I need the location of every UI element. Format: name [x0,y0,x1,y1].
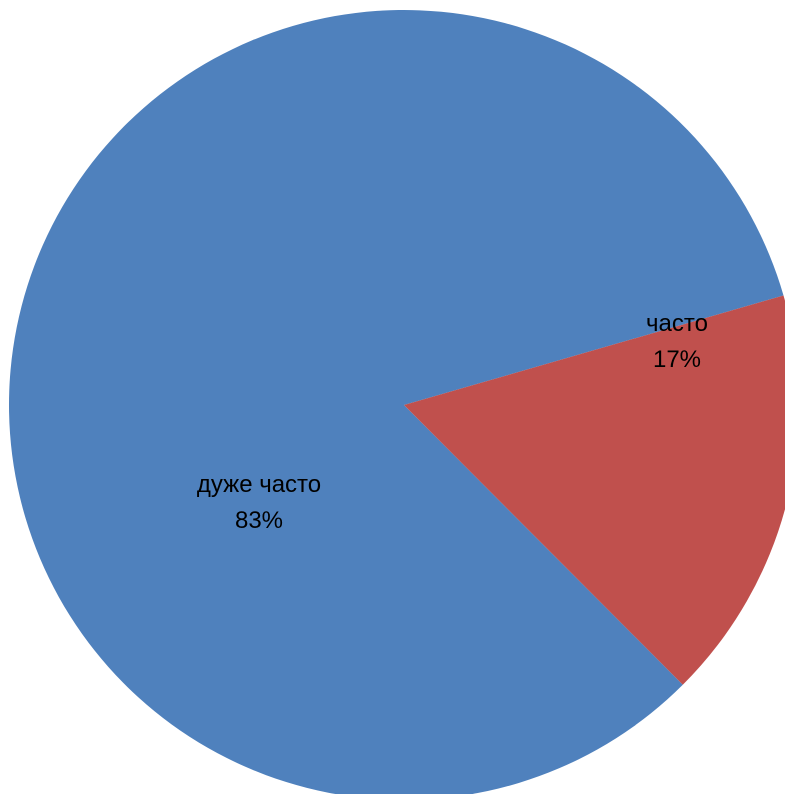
pie-slices [9,10,785,794]
pie-slice-chasto [404,295,785,685]
slice-category-label: часто [646,310,708,337]
slice-percent-label: 17% [653,346,701,373]
slice-percent-label: 83% [235,507,283,534]
slice-category-label: дуже часто [197,471,321,498]
pie-slice-duzhe-chasto [9,10,784,794]
pie-labels: дуже часто 83% часто 17% [197,310,708,534]
